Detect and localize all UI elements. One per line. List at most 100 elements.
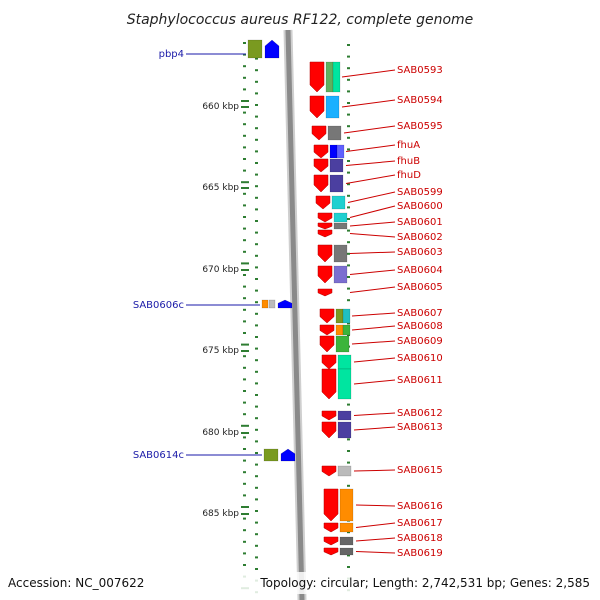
cog-block	[325, 95, 340, 119]
gene-SAB0613[interactable]: SAB0613	[321, 421, 443, 439]
gene-label[interactable]: SAB0606c	[133, 300, 184, 311]
label-leader-line	[353, 379, 396, 385]
scale-tick	[255, 301, 258, 304]
gene-arrow	[309, 61, 325, 93]
gene-SAB0615[interactable]: SAB0615	[321, 465, 443, 477]
scale-tick	[243, 471, 246, 474]
gene-arrow	[264, 39, 280, 59]
gene-label[interactable]: SAB0612	[397, 408, 443, 419]
cog-block	[337, 421, 352, 439]
gene-fhuD[interactable]: fhuD	[313, 170, 421, 193]
gene-label[interactable]: SAB0593	[397, 65, 443, 76]
scale-tick	[243, 88, 246, 91]
scale-tick	[347, 183, 350, 186]
scale-tick	[243, 123, 246, 126]
cog-block	[333, 222, 348, 230]
scale-tick	[347, 461, 350, 464]
gene-label[interactable]: SAB0599	[397, 187, 443, 198]
gene-SAB0594[interactable]: SAB0594	[309, 95, 443, 119]
gene-SAB0593[interactable]: SAB0593	[309, 61, 443, 93]
gene-SAB0616[interactable]: SAB0616	[323, 488, 443, 522]
gene-label[interactable]: SAB0617	[397, 518, 443, 529]
gene-SAB0602[interactable]: SAB0602	[317, 229, 443, 243]
gene-arrow	[313, 158, 329, 173]
gene-arrow	[323, 536, 339, 546]
scale-tick	[243, 401, 246, 404]
gene-SAB0600[interactable]: SAB0600	[317, 201, 443, 223]
scale-tick	[255, 278, 258, 280]
scale-tick	[255, 289, 258, 292]
gene-fhuB[interactable]: fhuB	[313, 156, 420, 173]
scale-tick	[347, 252, 350, 255]
scale-tick	[243, 53, 246, 56]
scale-tick	[255, 347, 258, 350]
gene-SAB0614c[interactable]: SAB0614c	[133, 448, 296, 462]
gene-label[interactable]: SAB0609	[397, 336, 443, 347]
cog-block	[327, 125, 342, 141]
gene-SAB0601[interactable]: SAB0601	[317, 217, 443, 230]
gene-pbp4[interactable]: pbp4	[159, 39, 280, 60]
gene-fhuA[interactable]: fhuA	[313, 140, 420, 159]
scale-tick	[347, 241, 350, 244]
gene-label[interactable]: SAB0618	[397, 533, 443, 544]
scale-tick	[347, 160, 350, 162]
gene-label[interactable]: SAB0619	[397, 548, 443, 559]
gene-label[interactable]: SAB0602	[397, 232, 443, 243]
gene-label[interactable]: fhuD	[397, 170, 421, 181]
gene-SAB0608[interactable]: SAB0608	[319, 321, 443, 336]
gene-SAB0607[interactable]: SAB0607	[319, 308, 443, 324]
gene-label[interactable]: SAB0594	[397, 95, 443, 106]
gene-arrow	[319, 324, 335, 336]
scale-tick	[243, 274, 246, 276]
scale-tick	[255, 336, 258, 338]
scale-tick	[347, 264, 350, 267]
gene-label[interactable]: SAB0616	[397, 501, 443, 512]
gene-SAB0618[interactable]: SAB0618	[323, 533, 443, 546]
scale-tick	[347, 148, 350, 151]
scale-tick	[243, 216, 246, 218]
gene-arrow	[317, 265, 333, 284]
gene-label[interactable]: SAB0614c	[133, 450, 184, 461]
gene-label[interactable]: SAB0601	[397, 217, 443, 228]
scale-tick	[243, 366, 246, 369]
label-leader-line	[353, 426, 396, 431]
gene-label[interactable]: SAB0605	[397, 282, 443, 293]
scale-tick	[255, 266, 258, 269]
gene-SAB0610[interactable]: SAB0610	[321, 353, 443, 370]
gene-SAB0619[interactable]: SAB0619	[323, 547, 443, 559]
gene-SAB0599[interactable]: SAB0599	[315, 187, 443, 210]
scale-tick	[255, 556, 258, 559]
gene-label[interactable]: SAB0613	[397, 422, 443, 433]
gene-SAB0603[interactable]: SAB0603	[317, 244, 443, 263]
label-leader-line	[351, 325, 396, 331]
gene-label[interactable]: SAB0615	[397, 465, 443, 476]
gene-SAB0604[interactable]: SAB0604	[317, 265, 443, 284]
scale-tick	[255, 185, 258, 188]
scale-tick	[241, 424, 249, 427]
scale-major-tick	[241, 106, 249, 108]
gene-label[interactable]: SAB0607	[397, 308, 443, 319]
gene-SAB0612[interactable]: SAB0612	[321, 408, 443, 421]
gene-SAB0609[interactable]: SAB0609	[319, 335, 443, 353]
scale-tick	[243, 517, 246, 520]
gene-SAB0605[interactable]: SAB0605	[317, 282, 443, 297]
scale-label: 670 kbp	[202, 265, 239, 275]
gene-label[interactable]: SAB0610	[397, 353, 443, 364]
scale-tick	[243, 459, 246, 462]
gene-label[interactable]: SAB0604	[397, 265, 443, 276]
gene-label[interactable]: SAB0603	[397, 247, 443, 258]
gene-label[interactable]: SAB0595	[397, 121, 443, 132]
gene-arrow	[311, 125, 327, 141]
gene-SAB0595[interactable]: SAB0595	[311, 121, 443, 141]
gene-label[interactable]: SAB0611	[397, 375, 443, 386]
gene-SAB0606c[interactable]: SAB0606c	[133, 299, 293, 311]
scale-label: 680 kbp	[202, 428, 239, 438]
gene-label[interactable]: pbp4	[159, 49, 184, 60]
gene-label[interactable]: SAB0608	[397, 321, 443, 332]
gene-label[interactable]: fhuB	[397, 156, 420, 167]
gene-label[interactable]: SAB0600	[397, 201, 443, 212]
gene-label[interactable]: fhuA	[397, 140, 420, 151]
scale-major-tick	[241, 187, 249, 189]
gene-SAB0611[interactable]: SAB0611	[321, 368, 443, 400]
gene-SAB0617[interactable]: SAB0617	[323, 518, 443, 533]
